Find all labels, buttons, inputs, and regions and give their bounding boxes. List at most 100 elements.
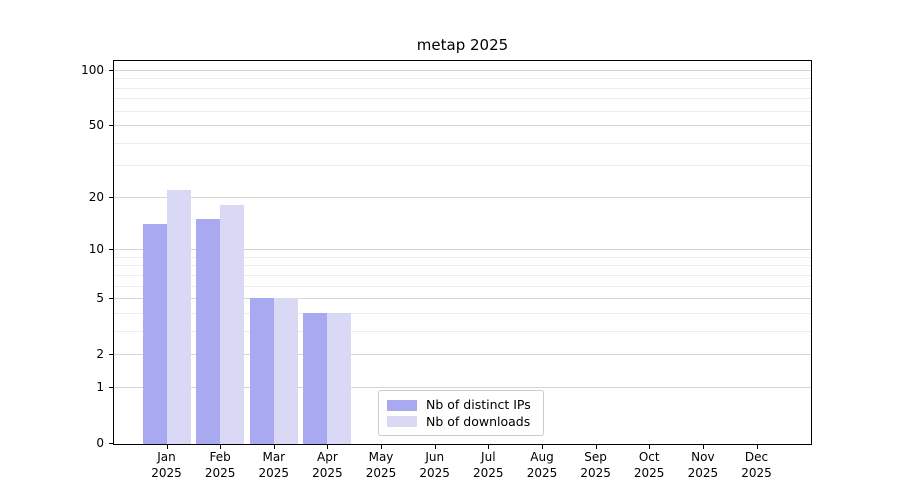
x-tick-year: 2025 — [633, 465, 665, 480]
x-tick-label: Jun 2025 — [395, 450, 475, 481]
bar-downloads — [220, 204, 245, 444]
x-tick-label: Mar 2025 — [234, 450, 314, 481]
x-tick — [327, 445, 329, 449]
gridline-minor — [114, 110, 811, 112]
y-tick-label: 100 — [81, 63, 104, 77]
x-tick — [273, 445, 275, 449]
x-tick — [488, 445, 490, 449]
x-tick-year: 2025 — [687, 465, 719, 480]
x-tick — [381, 445, 382, 449]
x-tick-label: May 2025 — [341, 450, 421, 481]
x-tick-label: Jan 2025 — [127, 450, 207, 481]
x-tick-year: 2025 — [741, 465, 772, 480]
x-tick-label: Aug 2025 — [502, 450, 582, 481]
bar-downloads — [327, 312, 352, 444]
gridline-minor — [114, 142, 811, 144]
gridline-major — [114, 354, 811, 355]
x-tick-month: May — [368, 450, 394, 464]
x-tick-label: Feb 2025 — [180, 450, 260, 481]
x-tick-month: Oct — [638, 450, 660, 464]
x-tick-year: 2025 — [258, 465, 290, 480]
x-tick — [702, 445, 704, 449]
x-tick-label: Dec 2025 — [717, 450, 797, 481]
x-tick — [542, 445, 543, 449]
x-tick-year: 2025 — [526, 465, 558, 480]
y-tick — [109, 442, 113, 444]
x-tick-month: Apr — [317, 450, 338, 464]
x-tick-year: 2025 — [419, 465, 450, 480]
gridline-minor — [114, 330, 811, 332]
legend-item-distinct-ips: Nb of distinct IPs — [387, 397, 535, 414]
x-tick-year: 2025 — [312, 465, 343, 480]
y-tick — [109, 354, 113, 355]
x-tick-year: 2025 — [473, 465, 504, 480]
gridline-minor — [114, 265, 811, 267]
x-tick-month: Feb — [209, 450, 231, 464]
y-axis: 0 1 2 5 10 20 50 100 — [0, 61, 104, 450]
x-tick-month: Sep — [584, 450, 607, 464]
gridline-minor — [114, 87, 811, 89]
x-tick-year: 2025 — [204, 465, 236, 480]
bar-downloads — [273, 298, 298, 444]
gridline-minor — [114, 256, 811, 258]
legend-label-downloads: Nb of downloads — [426, 413, 531, 429]
y-tick-label: 20 — [88, 189, 104, 204]
bar-distinct-ips — [196, 218, 221, 444]
chart-title: metap 2025 — [416, 36, 509, 54]
gridline-minor — [114, 165, 811, 167]
y-tick-label: 5 — [96, 291, 104, 305]
bar-distinct-ips — [303, 312, 328, 444]
x-tick-label: Sep 2025 — [556, 450, 636, 481]
x-tick-month: Jul — [481, 450, 496, 464]
x-tick-label: Oct 2025 — [609, 450, 689, 481]
bar-distinct-ips — [249, 298, 274, 444]
y-tick-label: 50 — [88, 118, 104, 133]
x-tick — [166, 445, 168, 449]
y-tick-label: 10 — [88, 242, 104, 257]
x-tick-month: Aug — [530, 450, 554, 464]
x-tick-month: Mar — [262, 450, 286, 464]
legend-swatch-distinct-ips — [387, 399, 417, 411]
gridline-major — [114, 386, 811, 388]
y-tick — [109, 70, 113, 71]
y-tick — [109, 298, 113, 299]
gridline-major — [114, 249, 811, 251]
y-tick — [109, 196, 113, 198]
x-tick-year: 2025 — [151, 465, 182, 480]
gridline-minor — [114, 98, 811, 100]
y-tick — [109, 386, 113, 388]
gridline-major — [114, 125, 811, 127]
gridline-major — [114, 70, 811, 71]
y-tick-label: 2 — [96, 347, 104, 361]
x-tick-label: Jul 2025 — [448, 450, 528, 481]
gridline-minor — [114, 78, 811, 80]
legend-label-distinct-ips: Nb of distinct IPs — [426, 397, 531, 413]
plot-area — [109, 60, 812, 449]
bar-downloads — [166, 189, 191, 444]
x-tick-label: Apr 2025 — [287, 450, 367, 481]
x-tick — [434, 445, 436, 449]
x-tick-month: Jun — [425, 450, 445, 464]
x-tick — [756, 445, 758, 449]
x-tick-month: Dec — [744, 450, 769, 464]
x-axis: Jan 2025 Feb 2025 Mar 2025 Apr 2025 May 2025 Jun 20… — [114, 450, 811, 490]
legend-item-downloads: Nb of downloads — [387, 414, 535, 431]
x-tick-year: 2025 — [580, 465, 611, 480]
y-tick — [109, 125, 113, 127]
gridline-minor — [114, 285, 811, 287]
legend: Nb of distinct IPs Nb of downloads — [378, 390, 544, 436]
gridline-minor — [114, 312, 811, 314]
y-tick — [109, 249, 113, 251]
legend-swatch-downloads — [387, 416, 417, 428]
x-tick-month: Nov — [691, 450, 715, 464]
x-tick-label: Nov 2025 — [663, 450, 743, 481]
y-tick-label: 1 — [96, 379, 104, 394]
x-tick — [220, 445, 222, 449]
gridline-major — [114, 196, 811, 198]
y-tick-label: 0 — [96, 435, 104, 450]
gridline-major — [114, 298, 811, 299]
x-tick — [595, 445, 597, 449]
gridline-minor — [114, 274, 811, 276]
x-tick — [649, 445, 651, 449]
